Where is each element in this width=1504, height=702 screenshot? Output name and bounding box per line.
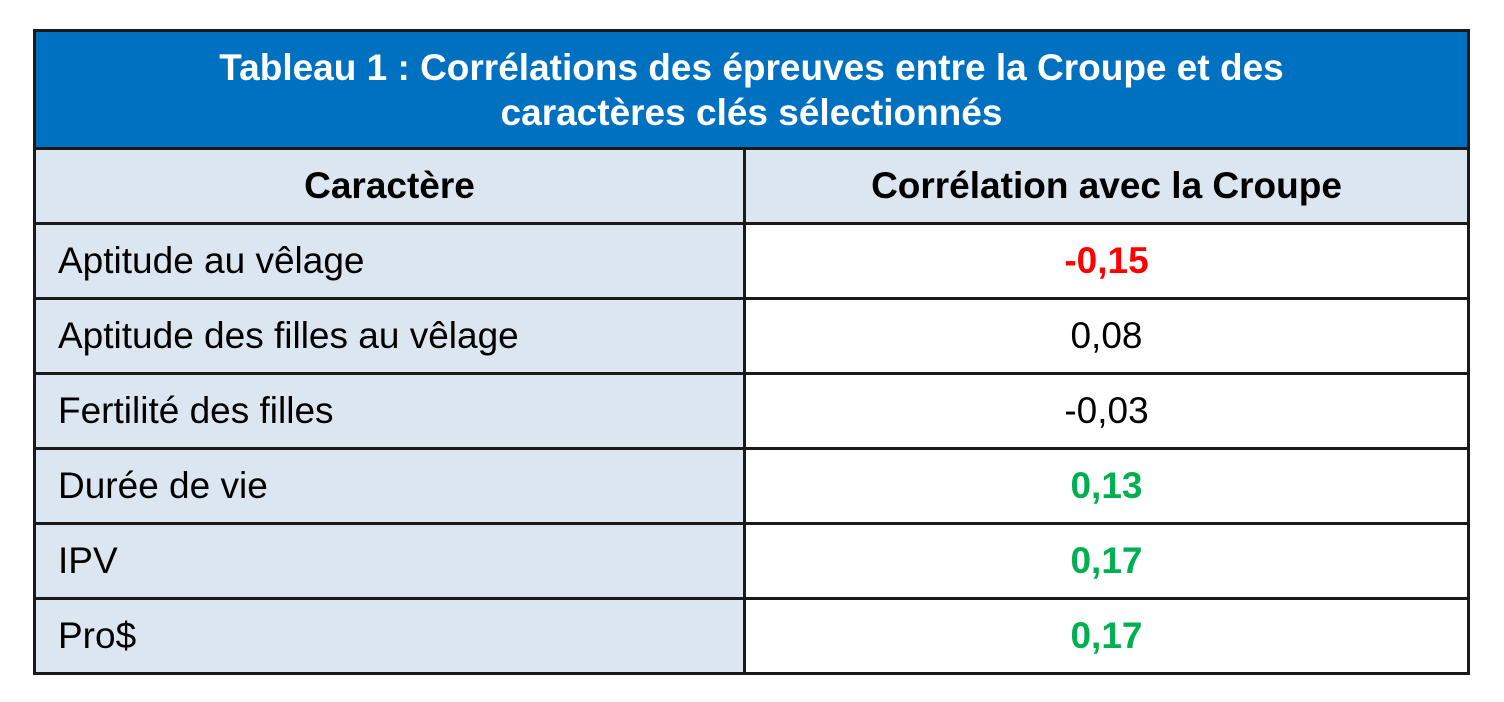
- correlation-cell: -0,15: [746, 225, 1467, 297]
- trait-cell: Aptitude des filles au vêlage: [36, 300, 746, 372]
- header-row: Caractère Corrélation avec la Croupe: [36, 150, 1467, 225]
- correlation-cell: -0,03: [746, 375, 1467, 447]
- correlation-table: Tableau 1 : Corrélations des épreuves en…: [33, 29, 1470, 675]
- table-row: Durée de vie 0,13: [36, 450, 1467, 525]
- trait-cell: Fertilité des filles: [36, 375, 746, 447]
- table-row: Aptitude au vêlage -0,15: [36, 225, 1467, 300]
- correlation-cell: 0,17: [746, 525, 1467, 597]
- header-trait: Caractère: [36, 150, 746, 222]
- trait-cell: Aptitude au vêlage: [36, 225, 746, 297]
- table-row: Pro$ 0,17: [36, 600, 1467, 672]
- trait-cell: Pro$: [36, 600, 746, 672]
- table-row: Aptitude des filles au vêlage 0,08: [36, 300, 1467, 375]
- table-title-line-1: Tableau 1 : Corrélations des épreuves en…: [219, 46, 1284, 88]
- correlation-cell: 0,08: [746, 300, 1467, 372]
- correlation-cell: 0,17: [746, 600, 1467, 672]
- table-title: Tableau 1 : Corrélations des épreuves en…: [36, 32, 1467, 150]
- table-row: Fertilité des filles -0,03: [36, 375, 1467, 450]
- trait-cell: Durée de vie: [36, 450, 746, 522]
- header-correlation: Corrélation avec la Croupe: [746, 150, 1467, 222]
- table-title-line-2: caractères clés sélectionnés: [500, 91, 1003, 133]
- trait-cell: IPV: [36, 525, 746, 597]
- table-row: IPV 0,17: [36, 525, 1467, 600]
- correlation-cell: 0,13: [746, 450, 1467, 522]
